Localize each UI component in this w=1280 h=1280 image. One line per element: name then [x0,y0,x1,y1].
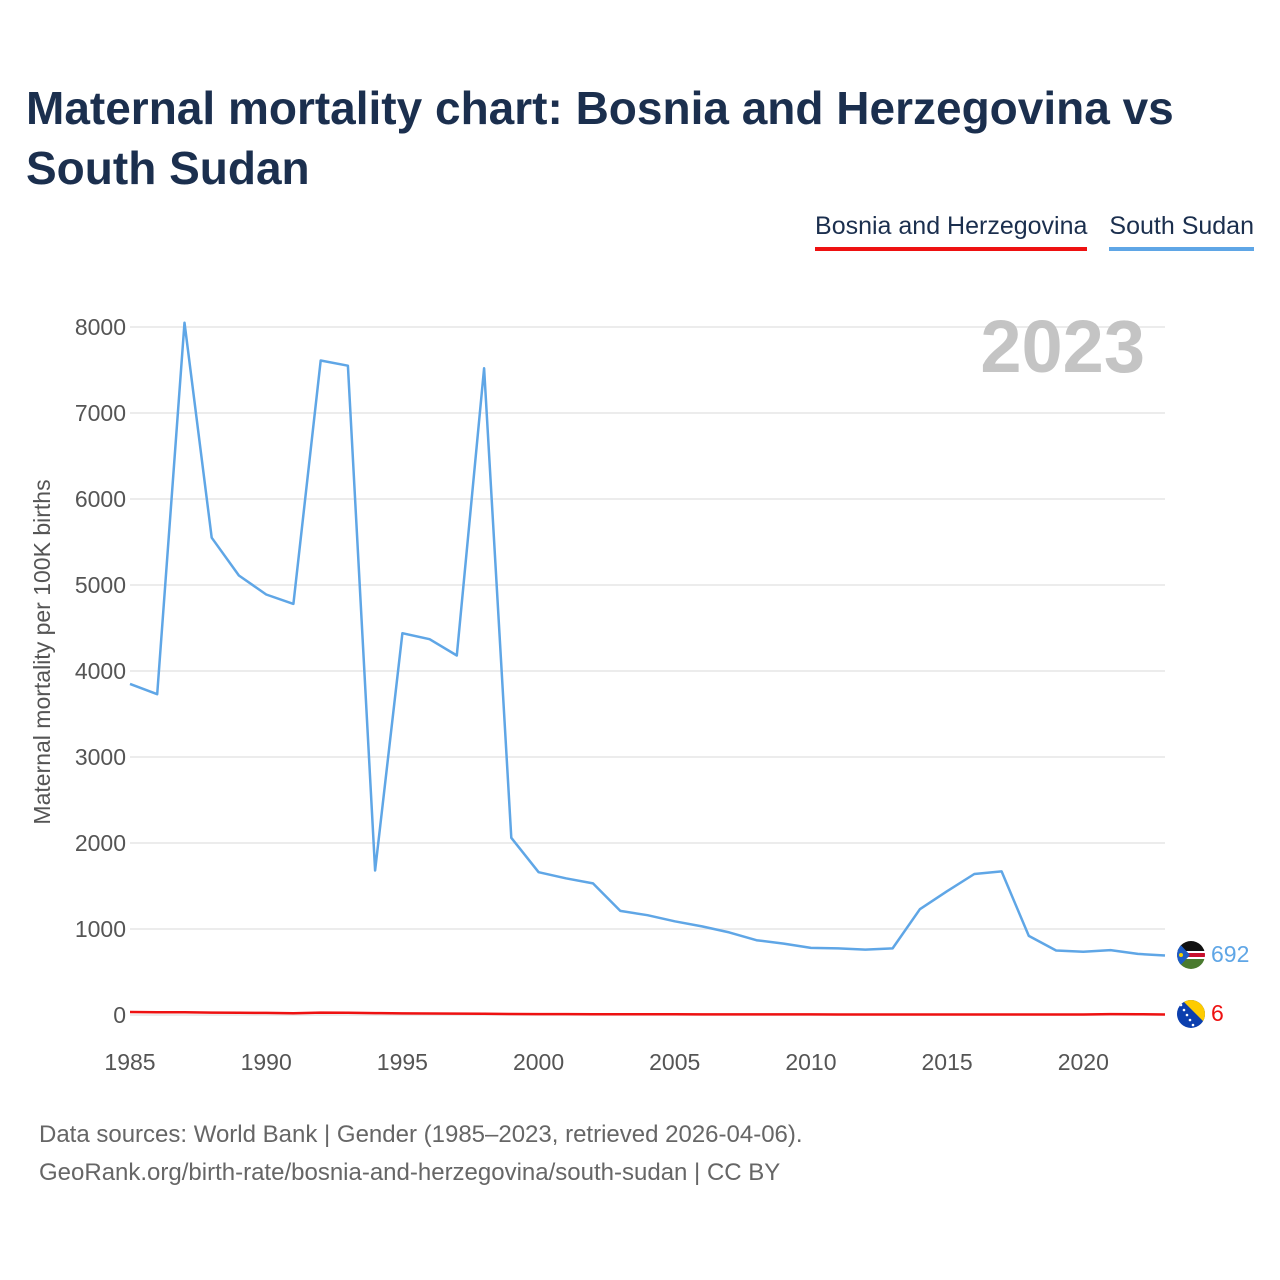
x-tick-label: 2020 [1058,1049,1109,1075]
x-tick-label: 2005 [649,1049,700,1075]
legend-item-bosnia[interactable]: Bosnia and Herzegovina [815,212,1088,251]
x-axis-ticks: 1985 1990 1995 2000 2005 2010 2015 2020 [104,1049,1108,1075]
y-tick-label: 6000 [75,486,126,512]
legend-item-south-sudan[interactable]: South Sudan [1109,212,1254,251]
y-tick-label: 0 [113,1002,126,1028]
x-tick-label: 1990 [241,1049,292,1075]
y-axis-label: Maternal mortality per 100K births [29,479,55,824]
end-value-label-bosnia-and-herzegovina: 6 [1211,1000,1224,1026]
x-tick-label: 1995 [377,1049,428,1075]
legend: Bosnia and Herzegovina South Sudan [815,212,1254,251]
grid-lines [130,326,1165,1016]
bosnia-flag-icon [1177,1000,1205,1028]
x-tick-label: 2000 [513,1049,564,1075]
series-line-south-sudan [129,321,1166,957]
x-tick-label: 1985 [104,1049,155,1075]
y-tick-label: 3000 [75,744,126,770]
y-tick-label: 5000 [75,572,126,598]
x-tick-label: 2015 [922,1049,973,1075]
source-url[interactable]: GeoRank.org/birth-rate/bosnia-and-herzeg… [39,1159,781,1186]
series-line-bosnia-and-herzegovina [129,1010,1166,1016]
page-title: Maternal mortality chart: Bosnia and Her… [26,82,1174,194]
series-lines [129,321,1166,1016]
end-labels: 6 692 [1211,941,1249,1026]
y-tick-label: 8000 [75,314,126,340]
end-value-label-south-sudan: 692 [1211,941,1249,967]
year-watermark: 2023 [980,305,1145,388]
data-source-note: Data sources: World Bank | Gender (1985–… [39,1121,803,1148]
y-axis-ticks: 0 1000 2000 3000 4000 5000 6000 7000 8000 [75,314,126,1028]
y-tick-label: 4000 [75,658,126,684]
south-sudan-flag-icon [1177,941,1205,969]
x-tick-label: 2010 [785,1049,836,1075]
line-chart: 2023 0 1000 2000 3000 4000 5000 6000 7000 8000 1… [29,305,1249,1075]
y-tick-label: 2000 [75,830,126,856]
y-tick-label: 1000 [75,916,126,942]
end-flags [1177,941,1205,1028]
footer: Data sources: World Bank | Gender (1985–… [39,1116,803,1192]
y-tick-label: 7000 [75,400,126,426]
